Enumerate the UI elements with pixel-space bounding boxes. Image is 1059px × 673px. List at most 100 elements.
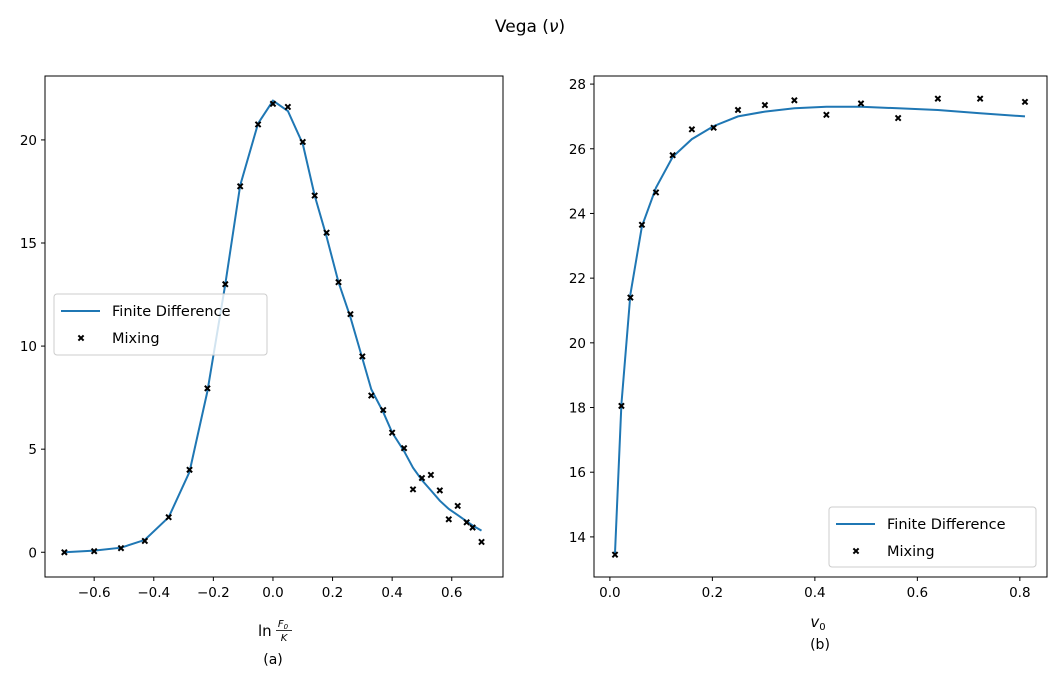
mixing-point [688,126,696,133]
panel-a-label: (a) [263,652,283,668]
x-tick-label: 0.2 [702,585,723,601]
x-tick-label: 0.8 [1009,585,1030,601]
mixing-point [418,474,426,482]
legend-box [53,293,268,356]
legend-label-mixing: Mixing [887,544,935,560]
mixing-point [409,486,417,493]
x-tick-label: −0.2 [197,585,230,601]
xlabel-num-sub: 0 [284,623,289,631]
y-tick-label: 0 [28,545,37,561]
mixing-point [90,547,98,555]
series-line-finite-difference [614,105,1026,554]
legend: Finite Difference Mixing [828,506,1037,568]
y-tick-label: 28 [569,77,586,93]
legend-box [828,506,1037,568]
mixing-point [117,544,125,552]
title-symbol: ν [549,17,559,37]
mixing-point [204,385,211,392]
y-tick-label: 24 [569,206,586,222]
y-tick-label: 15 [20,236,37,252]
mixing-point [323,229,330,236]
mixing-point [710,124,717,132]
mixing-point [611,551,619,558]
mixing-point [627,294,634,301]
y-tick-label: 18 [569,401,586,417]
mixing-point [652,189,660,196]
x-tick-label: 0.0 [599,585,620,601]
axes-frame [44,75,504,578]
mixing-point [934,95,942,102]
y-tick-label: 14 [569,530,586,546]
mixing-point [299,138,307,146]
figure-title: Vega (ν) [495,17,565,37]
y-tick-label: 16 [569,465,586,481]
mixing-point [367,392,375,399]
mixing-point [284,103,292,111]
mixing-point [1021,98,1029,106]
mixing-point [347,310,354,318]
mixing-point [469,524,476,531]
mixing-point [734,106,742,114]
xlabel-symbol: v [810,613,820,631]
mixing-point [445,515,453,523]
panel-b-xlabel: v0 [810,613,825,633]
legend-label-finite-difference: Finite Difference [887,517,1006,533]
mixing-point [427,471,435,479]
panel-a: −0.6 −0.4 −0.2 0.0 0.2 0.4 0.6 0 5 10 15 20 Finite D… [20,75,504,601]
mixing-point [165,513,172,521]
x-tick-label: 0.2 [322,585,343,601]
y-tick-label: 5 [28,442,37,458]
axes-frame [593,75,1048,578]
mixing-point [454,502,462,510]
mixing-point [359,353,366,360]
y-tick-label: 26 [569,142,586,158]
title-text: Vega ( [495,17,549,37]
y-tick-label: 20 [20,133,37,149]
mixing-point [311,192,318,199]
x-tick-label: 0.0 [262,585,283,601]
mixing-point [761,101,769,109]
y-tick-label: 10 [20,339,37,355]
y-tick-label: 22 [569,271,586,287]
x-tick-label: −0.4 [137,585,170,601]
mixing-point [61,548,68,556]
legend: Finite Difference Mixing [53,293,268,356]
xlabel-num: F [278,619,284,630]
panel-b-label: (b) [810,637,830,653]
mixing-point [254,121,262,128]
panel-a-xlabel-denominator: K [281,633,289,644]
x-tick-label: 0.6 [441,585,462,601]
mixing-point [400,444,408,452]
x-tick-label: 0.4 [804,585,825,601]
xlabel-prefix: ln [258,622,272,640]
mixing-point [379,406,387,414]
x-tick-label: 0.4 [381,585,402,601]
mixing-point [857,100,865,107]
mixing-point [976,95,984,102]
mixing-point [221,280,229,288]
mixing-point [186,466,193,474]
mixing-point [141,537,149,545]
legend-label-finite-difference: Finite Difference [112,304,231,320]
mixing-point [823,111,830,119]
mixing-point [269,100,277,108]
mixing-point [618,402,625,410]
mixing-point [478,538,485,546]
legend-marker-icon [852,547,860,555]
panel-a-xlabel-numerator: F0 [278,619,289,631]
title-close: ) [558,17,565,37]
mixing-point [236,182,244,190]
mixing-point [791,96,798,104]
y-tick-label: 20 [569,336,586,352]
panel-a-xlabel: ln [258,622,272,640]
mixing-point [638,221,646,229]
x-tick-label: −0.6 [78,585,111,601]
panel-b: 0.0 0.2 0.4 0.6 0.8 14 16 18 20 22 24 26 28 Finite Di… [569,75,1048,601]
mixing-point [388,429,396,436]
legend-marker-icon [77,334,85,342]
mixing-point [894,114,902,122]
mixing-point [669,151,676,159]
legend-label-mixing: Mixing [112,331,160,347]
x-tick-label: 0.6 [907,585,928,601]
